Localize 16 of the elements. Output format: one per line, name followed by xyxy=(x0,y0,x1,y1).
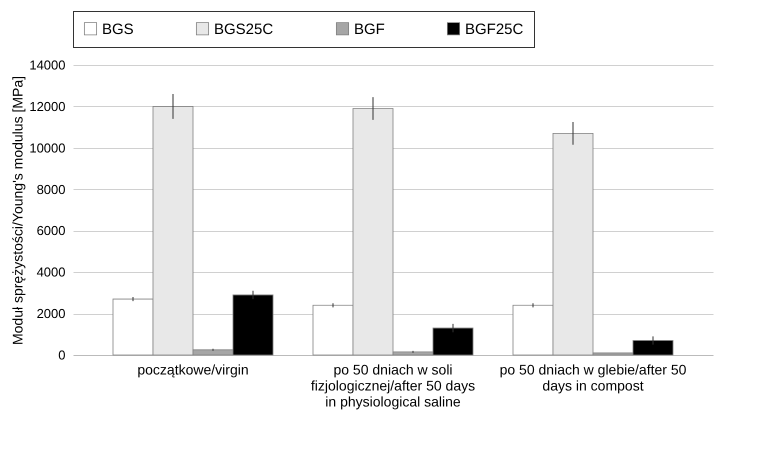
x-tick-label: po 50 dniach w glebie/after 50 days in compost xyxy=(500,362,687,394)
y-tick-label: 14000 xyxy=(29,58,66,72)
x-tick-label: początkowe/virgin xyxy=(137,362,249,378)
y-tick-label: 6000 xyxy=(36,223,66,238)
y-tick-label: 0 xyxy=(58,348,66,362)
y-tick-label: 8000 xyxy=(36,182,66,197)
x-tick-label: po 50 dniach w soli fizjologicznej/after 50 days in physiological saline xyxy=(310,362,476,410)
y-tick-label: 12000 xyxy=(29,98,66,114)
legend-label: BGS xyxy=(102,20,134,38)
legend-label: BGF xyxy=(354,20,385,38)
y-tick-label: 10000 xyxy=(29,140,66,156)
y-axis-title: Moduł sprężystości/Young's modulus [MPa] xyxy=(9,76,26,346)
legend-label: BGS25C xyxy=(214,20,274,38)
y-tick-label: 2000 xyxy=(36,306,66,322)
legend-label: BGF25C xyxy=(465,20,524,38)
y-tick-label: 4000 xyxy=(36,264,66,280)
